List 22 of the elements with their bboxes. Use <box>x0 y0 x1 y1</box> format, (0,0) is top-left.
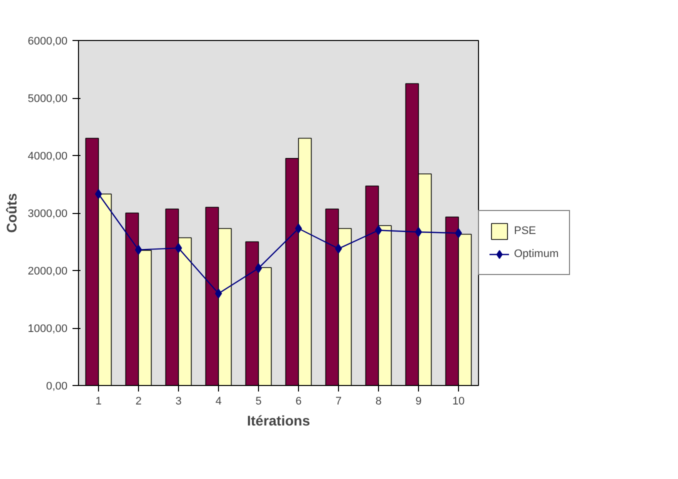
x-tick-label: 5 <box>255 396 262 408</box>
x-axis-title: Itérations <box>246 412 310 428</box>
y-tick-label: 1000,00 <box>28 323 68 335</box>
y-tick-label: 4000,00 <box>28 150 68 162</box>
y-tick-label: 2000,00 <box>28 266 68 278</box>
legend-label: PSE <box>514 225 536 237</box>
y-tick-label: 0,00 <box>46 380 68 392</box>
y-axis-title: Coûts <box>4 192 20 233</box>
x-tick-label: 10 <box>452 396 465 408</box>
x-tick-label: 2 <box>135 396 142 408</box>
x-tick-label: 3 <box>175 396 182 408</box>
x-tick-label: 8 <box>375 396 382 408</box>
y-tick-label: 5000,00 <box>28 93 68 105</box>
point <box>215 288 222 298</box>
x-tick-label: 9 <box>415 396 422 408</box>
legend-label: Optimum <box>514 248 559 260</box>
y-tick-label: 3000,00 <box>28 208 68 220</box>
y-tick-label: 6000,00 <box>28 36 68 48</box>
x-tick-label: 1 <box>95 396 102 408</box>
x-tick-label: 6 <box>295 396 302 408</box>
x-tick-label: 7 <box>335 396 342 408</box>
x-tick-label: 4 <box>215 396 222 408</box>
